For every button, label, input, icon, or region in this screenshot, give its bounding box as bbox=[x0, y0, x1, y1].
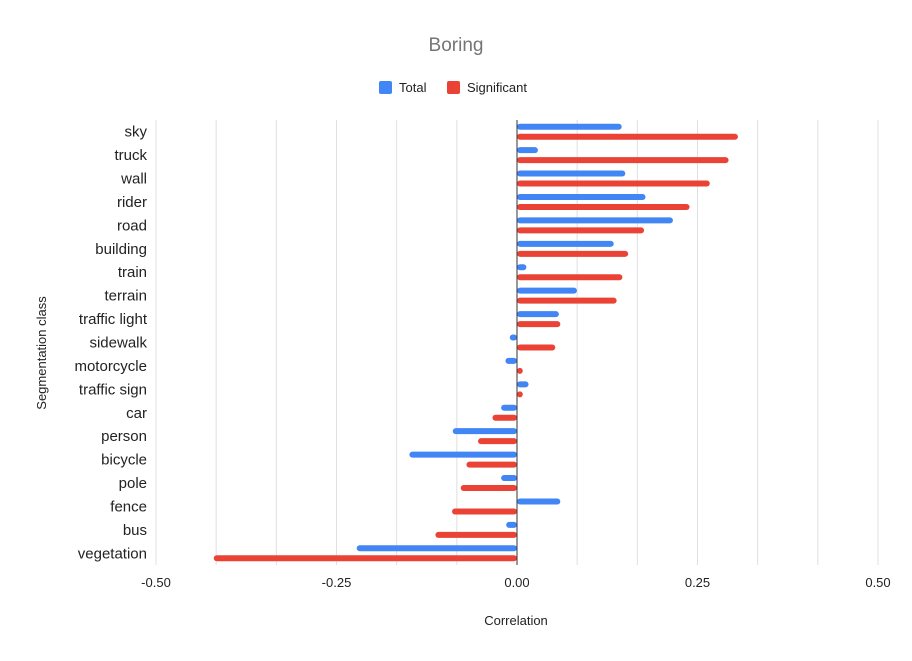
legend-label-significant: Significant bbox=[467, 80, 527, 95]
bar-significant-person bbox=[478, 438, 517, 445]
bar-significant-wall bbox=[517, 180, 710, 187]
category-label: bus bbox=[123, 522, 147, 539]
bar-total-motorcycle bbox=[505, 357, 517, 364]
bar-significant-rider bbox=[517, 203, 690, 210]
category-label: terrain bbox=[104, 288, 147, 305]
bar-total-train bbox=[517, 264, 527, 271]
category-label: car bbox=[126, 405, 147, 422]
category-label: traffic sign bbox=[79, 381, 147, 398]
category-label: train bbox=[118, 264, 147, 281]
legend-label-total: Total bbox=[399, 80, 427, 95]
bar-total-vegetation bbox=[356, 545, 517, 552]
bar-total-fence bbox=[517, 498, 561, 505]
bar-significant-bicycle bbox=[466, 461, 517, 468]
bar-total-sidewalk bbox=[509, 334, 517, 341]
bar-total-sky bbox=[517, 123, 622, 130]
bar-significant-terrain bbox=[517, 297, 617, 304]
y-axis-title: Segmentation class bbox=[34, 296, 49, 410]
bar-total-bicycle bbox=[409, 451, 517, 458]
x-tick-label: -0.50 bbox=[141, 575, 171, 590]
category-label: person bbox=[101, 428, 147, 445]
bar-significant-sky bbox=[517, 133, 738, 140]
bar-significant-traffic-sign bbox=[517, 391, 523, 398]
bar-total-building bbox=[517, 240, 614, 247]
bar-total-traffic-sign bbox=[517, 381, 529, 388]
category-label: sidewalk bbox=[89, 335, 147, 352]
bar-significant-car bbox=[492, 414, 517, 421]
x-axis-title: Correlation bbox=[484, 613, 548, 628]
x-tick-labels: -0.50 -0.25 0.00 0.25 0.50 bbox=[141, 575, 890, 590]
bar-total-person bbox=[452, 428, 517, 435]
bar-total-wall bbox=[517, 170, 626, 177]
legend: Total Significant bbox=[379, 80, 527, 95]
category-label: road bbox=[117, 217, 147, 234]
bar-significant-truck bbox=[517, 157, 729, 164]
legend-swatch-significant bbox=[447, 81, 460, 94]
category-label: motorcycle bbox=[74, 358, 147, 375]
bar-total-car bbox=[501, 404, 517, 411]
x-tick-label: -0.25 bbox=[322, 575, 352, 590]
bar-total-terrain bbox=[517, 287, 577, 294]
bar-significant-vegetation bbox=[213, 555, 517, 562]
category-label: sky bbox=[125, 124, 148, 141]
bar-significant-bus bbox=[435, 531, 517, 538]
category-label: vegetation bbox=[78, 545, 147, 562]
bar-total-road bbox=[517, 217, 673, 224]
x-tick-label: 0.50 bbox=[865, 575, 890, 590]
bar-significant-pole bbox=[460, 485, 517, 492]
category-label: building bbox=[95, 241, 147, 258]
category-label: bicycle bbox=[101, 452, 147, 469]
category-label: wall bbox=[120, 171, 147, 188]
bars bbox=[213, 123, 738, 562]
category-label: traffic light bbox=[79, 311, 148, 328]
bar-significant-building bbox=[517, 250, 629, 257]
bar-significant-train bbox=[517, 274, 623, 281]
x-tick-label: 0.00 bbox=[504, 575, 529, 590]
bar-significant-motorcycle bbox=[517, 367, 523, 374]
category-label: truck bbox=[114, 147, 147, 164]
category-label: rider bbox=[117, 194, 147, 211]
chart-title: Boring bbox=[429, 35, 484, 56]
bar-total-bus bbox=[506, 521, 517, 528]
bar-total-truck bbox=[517, 147, 538, 154]
bar-significant-fence bbox=[452, 508, 517, 515]
bar-significant-road bbox=[517, 227, 645, 234]
bar-significant-traffic-light bbox=[517, 321, 561, 328]
category-labels: sky truck wall rider road building train terrai… bbox=[74, 124, 147, 563]
bar-total-pole bbox=[501, 475, 517, 482]
gridlines bbox=[155, 120, 879, 565]
legend-swatch-total bbox=[379, 81, 392, 94]
x-tick-label: 0.25 bbox=[685, 575, 710, 590]
category-label: pole bbox=[119, 475, 147, 492]
bar-total-traffic-light bbox=[517, 311, 559, 318]
bar-significant-sidewalk bbox=[517, 344, 556, 351]
bar-total-rider bbox=[517, 193, 646, 200]
category-label: fence bbox=[110, 498, 147, 515]
